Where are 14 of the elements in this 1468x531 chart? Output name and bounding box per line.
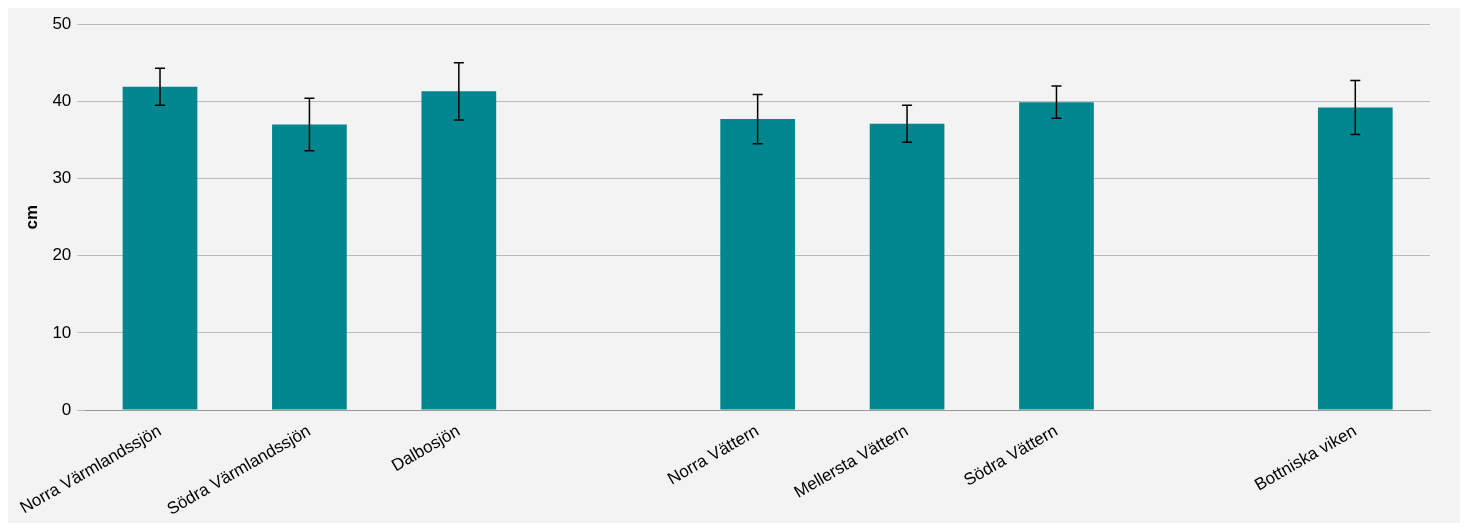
y-tick-label: 20: [52, 245, 72, 265]
y-tick-label: 50: [52, 13, 72, 33]
y-tick-label: 30: [52, 168, 72, 188]
y-axis-title: cm: [21, 204, 41, 230]
y-tick-label: 0: [61, 399, 72, 419]
y-tick-label: 10: [52, 322, 72, 342]
bar: [1317, 107, 1393, 410]
bar: [272, 124, 347, 410]
bar: [720, 119, 796, 410]
bar: [122, 86, 198, 410]
bar: [1019, 102, 1094, 410]
y-tick-label: 40: [52, 91, 72, 111]
bar: [421, 91, 497, 410]
bar: [869, 123, 945, 410]
